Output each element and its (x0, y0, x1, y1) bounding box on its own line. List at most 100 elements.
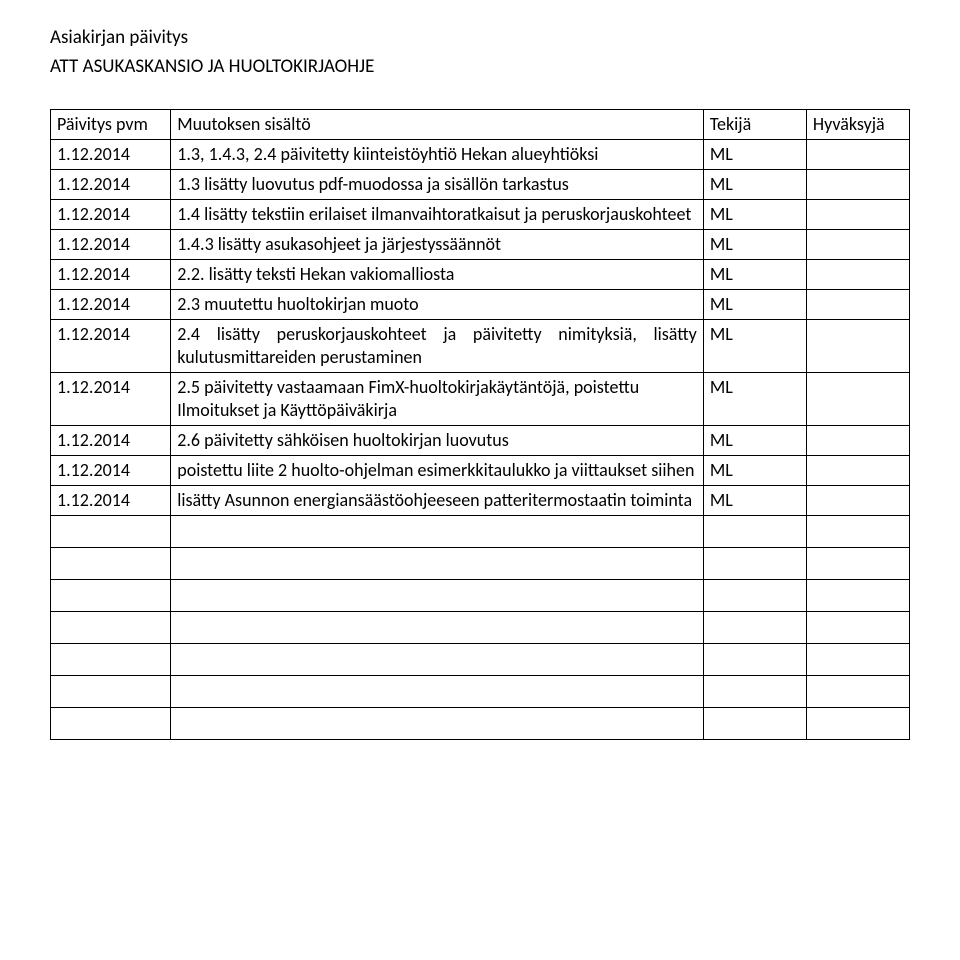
table-row: 1.12.20141.3, 1.4.3, 2.4 päivitetty kiin… (51, 140, 910, 170)
cell-date: 1.12.2014 (51, 486, 171, 516)
table-row: 1.12.20142.3 muutettu huoltokirjan muoto… (51, 290, 910, 320)
cell-desc: 2.4 lisätty peruskorjauskohteet ja päivi… (171, 320, 704, 373)
cell-date: 1.12.2014 (51, 456, 171, 486)
table-header-row: Päivitys pvm Muutoksen sisältö Tekijä Hy… (51, 110, 910, 140)
table-row: 1.12.2014lisätty Asunnon energiansäästöo… (51, 486, 910, 516)
cell-date: 1.12.2014 (51, 290, 171, 320)
document-page: Asiakirjan päivitys ATT ASUKASKANSIO JA … (0, 0, 960, 740)
cell-desc: 2.3 muutettu huoltokirjan muoto (171, 290, 704, 320)
cell-empty (171, 644, 704, 676)
cell-approver (806, 260, 909, 290)
cell-date: 1.12.2014 (51, 373, 171, 426)
cell-empty (51, 580, 171, 612)
cell-empty (51, 708, 171, 740)
cell-empty (51, 644, 171, 676)
cell-author: ML (703, 426, 806, 456)
cell-approver (806, 230, 909, 260)
cell-date: 1.12.2014 (51, 230, 171, 260)
cell-approver (806, 320, 909, 373)
cell-empty (703, 548, 806, 580)
cell-empty (51, 516, 171, 548)
table-row: 1.12.20142.5 päivitetty vastaamaan FimX-… (51, 373, 910, 426)
table-row: 1.12.20142.2. lisätty teksti Hekan vakio… (51, 260, 910, 290)
cell-approver (806, 200, 909, 230)
cell-desc: 1.3 lisätty luovutus pdf-muodossa ja sis… (171, 170, 704, 200)
cell-empty (171, 548, 704, 580)
table-row: 1.12.20142.6 päivitetty sähköisen huolto… (51, 426, 910, 456)
cell-empty (806, 644, 909, 676)
cell-desc: poistettu liite 2 huolto-ohjelman esimer… (171, 456, 704, 486)
cell-author: ML (703, 290, 806, 320)
cell-empty (806, 516, 909, 548)
cell-author: ML (703, 320, 806, 373)
cell-desc: lisätty Asunnon energiansäästöohjeeseen … (171, 486, 704, 516)
cell-empty (703, 516, 806, 548)
cell-desc: 2.6 päivitetty sähköisen huoltokirjan lu… (171, 426, 704, 456)
table-row-empty (51, 644, 910, 676)
header-desc: Muutoksen sisältö (171, 110, 704, 140)
table-row: 1.12.20141.3 lisätty luovutus pdf-muodos… (51, 170, 910, 200)
cell-date: 1.12.2014 (51, 170, 171, 200)
cell-empty (171, 612, 704, 644)
cell-approver (806, 290, 909, 320)
cell-empty (171, 708, 704, 740)
cell-desc: 2.5 päivitetty vastaamaan FimX-huoltokir… (171, 373, 704, 426)
cell-empty (171, 516, 704, 548)
cell-desc: 1.4.3 lisätty asukasohjeet ja järjestyss… (171, 230, 704, 260)
cell-approver (806, 456, 909, 486)
cell-approver (806, 486, 909, 516)
cell-empty (51, 548, 171, 580)
cell-author: ML (703, 140, 806, 170)
cell-date: 1.12.2014 (51, 200, 171, 230)
cell-date: 1.12.2014 (51, 140, 171, 170)
table-row-empty (51, 612, 910, 644)
cell-empty (806, 708, 909, 740)
revision-table: Päivitys pvm Muutoksen sisältö Tekijä Hy… (50, 109, 910, 740)
cell-empty (806, 612, 909, 644)
cell-empty (806, 548, 909, 580)
cell-author: ML (703, 260, 806, 290)
title-line-3: ATT ASUKASKANSIO JA HUOLTOKIRJAOHJE (50, 53, 910, 82)
cell-approver (806, 170, 909, 200)
cell-empty (703, 676, 806, 708)
cell-date: 1.12.2014 (51, 426, 171, 456)
cell-empty (806, 676, 909, 708)
cell-author: ML (703, 200, 806, 230)
header-date: Päivitys pvm (51, 110, 171, 140)
cell-author: ML (703, 373, 806, 426)
cell-approver (806, 426, 909, 456)
cell-empty (51, 676, 171, 708)
table-row-empty (51, 516, 910, 548)
cell-empty (703, 612, 806, 644)
header-author: Tekijä (703, 110, 806, 140)
table-row: 1.12.20141.4.3 lisätty asukasohjeet ja j… (51, 230, 910, 260)
cell-author: ML (703, 456, 806, 486)
cell-desc: 1.4 lisätty tekstiin erilaiset ilmanvaih… (171, 200, 704, 230)
cell-date: 1.12.2014 (51, 320, 171, 373)
cell-desc: 1.3, 1.4.3, 2.4 päivitetty kiinteistöyht… (171, 140, 704, 170)
cell-empty (806, 580, 909, 612)
cell-author: ML (703, 170, 806, 200)
table-row-empty (51, 580, 910, 612)
cell-empty (703, 644, 806, 676)
table-row-empty (51, 676, 910, 708)
table-row-empty (51, 548, 910, 580)
spacer (50, 81, 910, 109)
table-body: 1.12.20141.3, 1.4.3, 2.4 päivitetty kiin… (51, 140, 910, 740)
table-row: 1.12.2014poistettu liite 2 huolto-ohjelm… (51, 456, 910, 486)
cell-empty (703, 580, 806, 612)
cell-approver (806, 140, 909, 170)
cell-approver (806, 373, 909, 426)
title-line-1: Asiakirjan päivitys (50, 24, 910, 53)
table-row-empty (51, 708, 910, 740)
cell-empty (51, 612, 171, 644)
cell-empty (171, 676, 704, 708)
table-row: 1.12.20141.4 lisätty tekstiin erilaiset … (51, 200, 910, 230)
cell-date: 1.12.2014 (51, 260, 171, 290)
table-row: 1.12.20142.4 lisätty peruskorjauskohteet… (51, 320, 910, 373)
header-approver: Hyväksyjä (806, 110, 909, 140)
cell-author: ML (703, 486, 806, 516)
cell-empty (171, 580, 704, 612)
title-block: Asiakirjan päivitys ATT ASUKASKANSIO JA … (50, 24, 910, 81)
cell-desc: 2.2. lisätty teksti Hekan vakiomalliosta (171, 260, 704, 290)
